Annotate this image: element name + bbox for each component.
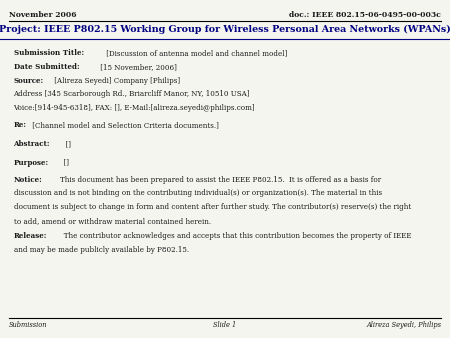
Text: Release:: Release:: [14, 232, 47, 240]
Text: to add, amend or withdraw material contained herein.: to add, amend or withdraw material conta…: [14, 217, 211, 225]
Text: Address [345 Scarborough Rd., Briarcliff Manor, NY, 10510 USA]: Address [345 Scarborough Rd., Briarcliff…: [14, 90, 250, 98]
Text: Notice:: Notice:: [14, 175, 42, 184]
Text: Source:: Source:: [14, 77, 44, 84]
Text: Project: IEEE P802.15 Working Group for Wireless Personal Area Networks (WPANs): Project: IEEE P802.15 Working Group for …: [0, 25, 450, 34]
Text: This document has been prepared to assist the IEEE P802.15.  It is offered as a : This document has been prepared to assis…: [50, 175, 381, 184]
Text: Date Submitted:: Date Submitted:: [14, 63, 79, 71]
Text: November 2006: November 2006: [9, 11, 77, 19]
Text: Alireza Seyedi, Philips: Alireza Seyedi, Philips: [366, 321, 441, 329]
Text: Abstract:: Abstract:: [14, 140, 50, 148]
Text: Re:: Re:: [14, 121, 27, 129]
Text: []: []: [59, 159, 69, 167]
Text: Purpose:: Purpose:: [14, 159, 49, 167]
Text: Slide 1: Slide 1: [213, 321, 237, 329]
Text: discussion and is not binding on the contributing individual(s) or organization(: discussion and is not binding on the con…: [14, 189, 382, 197]
Text: Submission Title:: Submission Title:: [14, 49, 84, 57]
Text: and may be made publicly available by P802.15.: and may be made publicly available by P8…: [14, 246, 189, 254]
Text: The contributor acknowledges and accepts that this contribution becomes the prop: The contributor acknowledges and accepts…: [57, 232, 411, 240]
Text: doc.: IEEE 802.15-06-0495-00-003c: doc.: IEEE 802.15-06-0495-00-003c: [289, 11, 441, 19]
Text: document is subject to change in form and content after further study. The contr: document is subject to change in form an…: [14, 203, 411, 211]
Text: [15 November, 2006]: [15 November, 2006]: [98, 63, 177, 71]
Text: [Discussion of antenna model and channel model]: [Discussion of antenna model and channel…: [104, 49, 288, 57]
Text: []: []: [61, 140, 71, 148]
Text: Submission: Submission: [9, 321, 48, 329]
Text: [Channel model and Selection Criteria documents.]: [Channel model and Selection Criteria do…: [30, 121, 219, 129]
Text: Voice:[914-945-6318], FAX: [], E-Mail:[alireza.seyedi@philips.com]: Voice:[914-945-6318], FAX: [], E-Mail:[a…: [14, 104, 255, 112]
Text: [Alireza Seyedi] Company [Philips]: [Alireza Seyedi] Company [Philips]: [52, 77, 180, 84]
